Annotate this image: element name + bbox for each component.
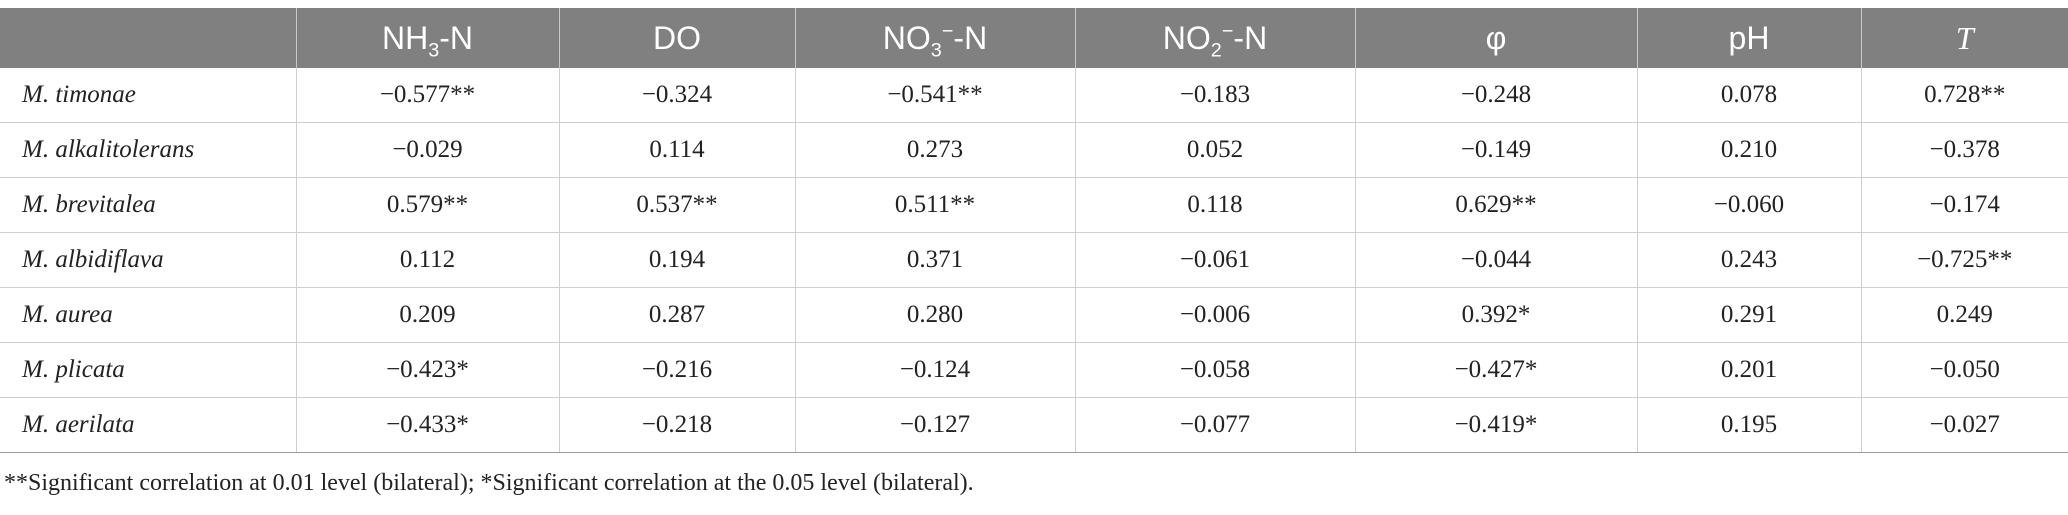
correlation-value-cell: −0.127 [795,397,1076,453]
correlation-value-cell: −0.541** [795,68,1076,123]
correlation-value-cell: 0.273 [795,122,1076,178]
correlation-value-cell: −0.149 [1355,122,1638,178]
correlation-value-cell: 0.194 [559,232,796,288]
correlation-value-cell: 0.078 [1637,68,1862,123]
correlation-value-cell: 0.291 [1637,287,1862,343]
header-no2-n: NO2−-N [1075,8,1356,68]
correlation-value-cell: −0.433* [296,397,560,453]
correlation-value-cell: −0.324 [559,68,796,123]
table-row: M. albidiflava 0.112 0.194 0.371 −0.061 −0.04… [0,232,2068,288]
correlation-value-cell: −0.060 [1637,177,1862,233]
correlation-value-cell: 0.052 [1075,122,1356,178]
correlation-value-cell: 0.392* [1355,287,1638,343]
correlation-value-cell: −0.027 [1861,397,2068,453]
correlation-value-cell: 0.118 [1075,177,1356,233]
table-body: M. timonae −0.577** −0.324 −0.541** −0.183 −0… [0,68,2068,453]
correlation-value-cell: −0.378 [1861,122,2068,178]
correlation-value-cell: −0.248 [1355,68,1638,123]
table-row: M. plicata −0.423* −0.216 −0.124 −0.058 −0.42… [0,342,2068,398]
header-nh3-n: NH3-N [296,8,560,68]
correlation-value-cell: 0.280 [795,287,1076,343]
correlation-value-cell: −0.058 [1075,342,1356,398]
header-row: NH3-N DO NO3−-N NO2−-N φ pH T [0,8,2068,68]
correlation-value-cell: −0.124 [795,342,1076,398]
correlation-value-cell: 0.114 [559,122,796,178]
correlation-value-cell: −0.419* [1355,397,1638,453]
correlation-value-cell: −0.006 [1075,287,1356,343]
correlation-value-cell: 0.249 [1861,287,2068,343]
table-row: M. alkalitolerans −0.029 0.114 0.273 0.052 −0… [0,122,2068,178]
header-temperature: T [1861,8,2068,68]
correlation-table: NH3-N DO NO3−-N NO2−-N φ pH T M. timonae… [0,8,2068,453]
header-do: DO [559,8,796,68]
species-name-cell: M. albidiflava [0,232,297,288]
table-row: M. aerilata −0.433* −0.218 −0.127 −0.077 −0.4… [0,397,2068,453]
correlation-value-cell: −0.061 [1075,232,1356,288]
correlation-value-cell: 0.287 [559,287,796,343]
table-footnote: **Significant correlation at 0.01 level … [4,470,974,496]
species-name-cell: M. brevitalea [0,177,297,233]
species-name-cell: M. plicata [0,342,297,398]
correlation-value-cell: 0.201 [1637,342,1862,398]
correlation-value-cell: −0.577** [296,68,560,123]
correlation-table-container: NH3-N DO NO3−-N NO2−-N φ pH T M. timonae… [0,8,2068,453]
correlation-value-cell: 0.112 [296,232,560,288]
species-name-cell: M. timonae [0,68,297,123]
correlation-value-cell: −0.077 [1075,397,1356,453]
correlation-value-cell: −0.044 [1355,232,1638,288]
correlation-value-cell: −0.216 [559,342,796,398]
species-name-cell: M. aurea [0,287,297,343]
correlation-value-cell: 0.629** [1355,177,1638,233]
correlation-value-cell: 0.243 [1637,232,1862,288]
header-ph: pH [1637,8,1862,68]
correlation-value-cell: 0.537** [559,177,796,233]
species-name-cell: M. aerilata [0,397,297,453]
correlation-value-cell: 0.210 [1637,122,1862,178]
header-no3-n: NO3−-N [795,8,1076,68]
header-corner [0,8,297,68]
correlation-value-cell: −0.427* [1355,342,1638,398]
correlation-value-cell: 0.511** [795,177,1076,233]
correlation-value-cell: 0.209 [296,287,560,343]
correlation-value-cell: −0.423* [296,342,560,398]
table-row: M. brevitalea 0.579** 0.537** 0.511** 0.118 0… [0,177,2068,233]
species-name-cell: M. alkalitolerans [0,122,297,178]
correlation-value-cell: −0.050 [1861,342,2068,398]
correlation-value-cell: 0.579** [296,177,560,233]
correlation-value-cell: −0.174 [1861,177,2068,233]
correlation-value-cell: 0.728** [1861,68,2068,123]
table-row: M. aurea 0.209 0.287 0.280 −0.006 0.392* 0.291… [0,287,2068,343]
correlation-value-cell: −0.218 [559,397,796,453]
header-phi: φ [1355,8,1638,68]
correlation-value-cell: −0.725** [1861,232,2068,288]
correlation-value-cell: −0.183 [1075,68,1356,123]
correlation-value-cell: −0.029 [296,122,560,178]
correlation-value-cell: 0.195 [1637,397,1862,453]
table-row: M. timonae −0.577** −0.324 −0.541** −0.183 −0… [0,68,2068,123]
correlation-value-cell: 0.371 [795,232,1076,288]
